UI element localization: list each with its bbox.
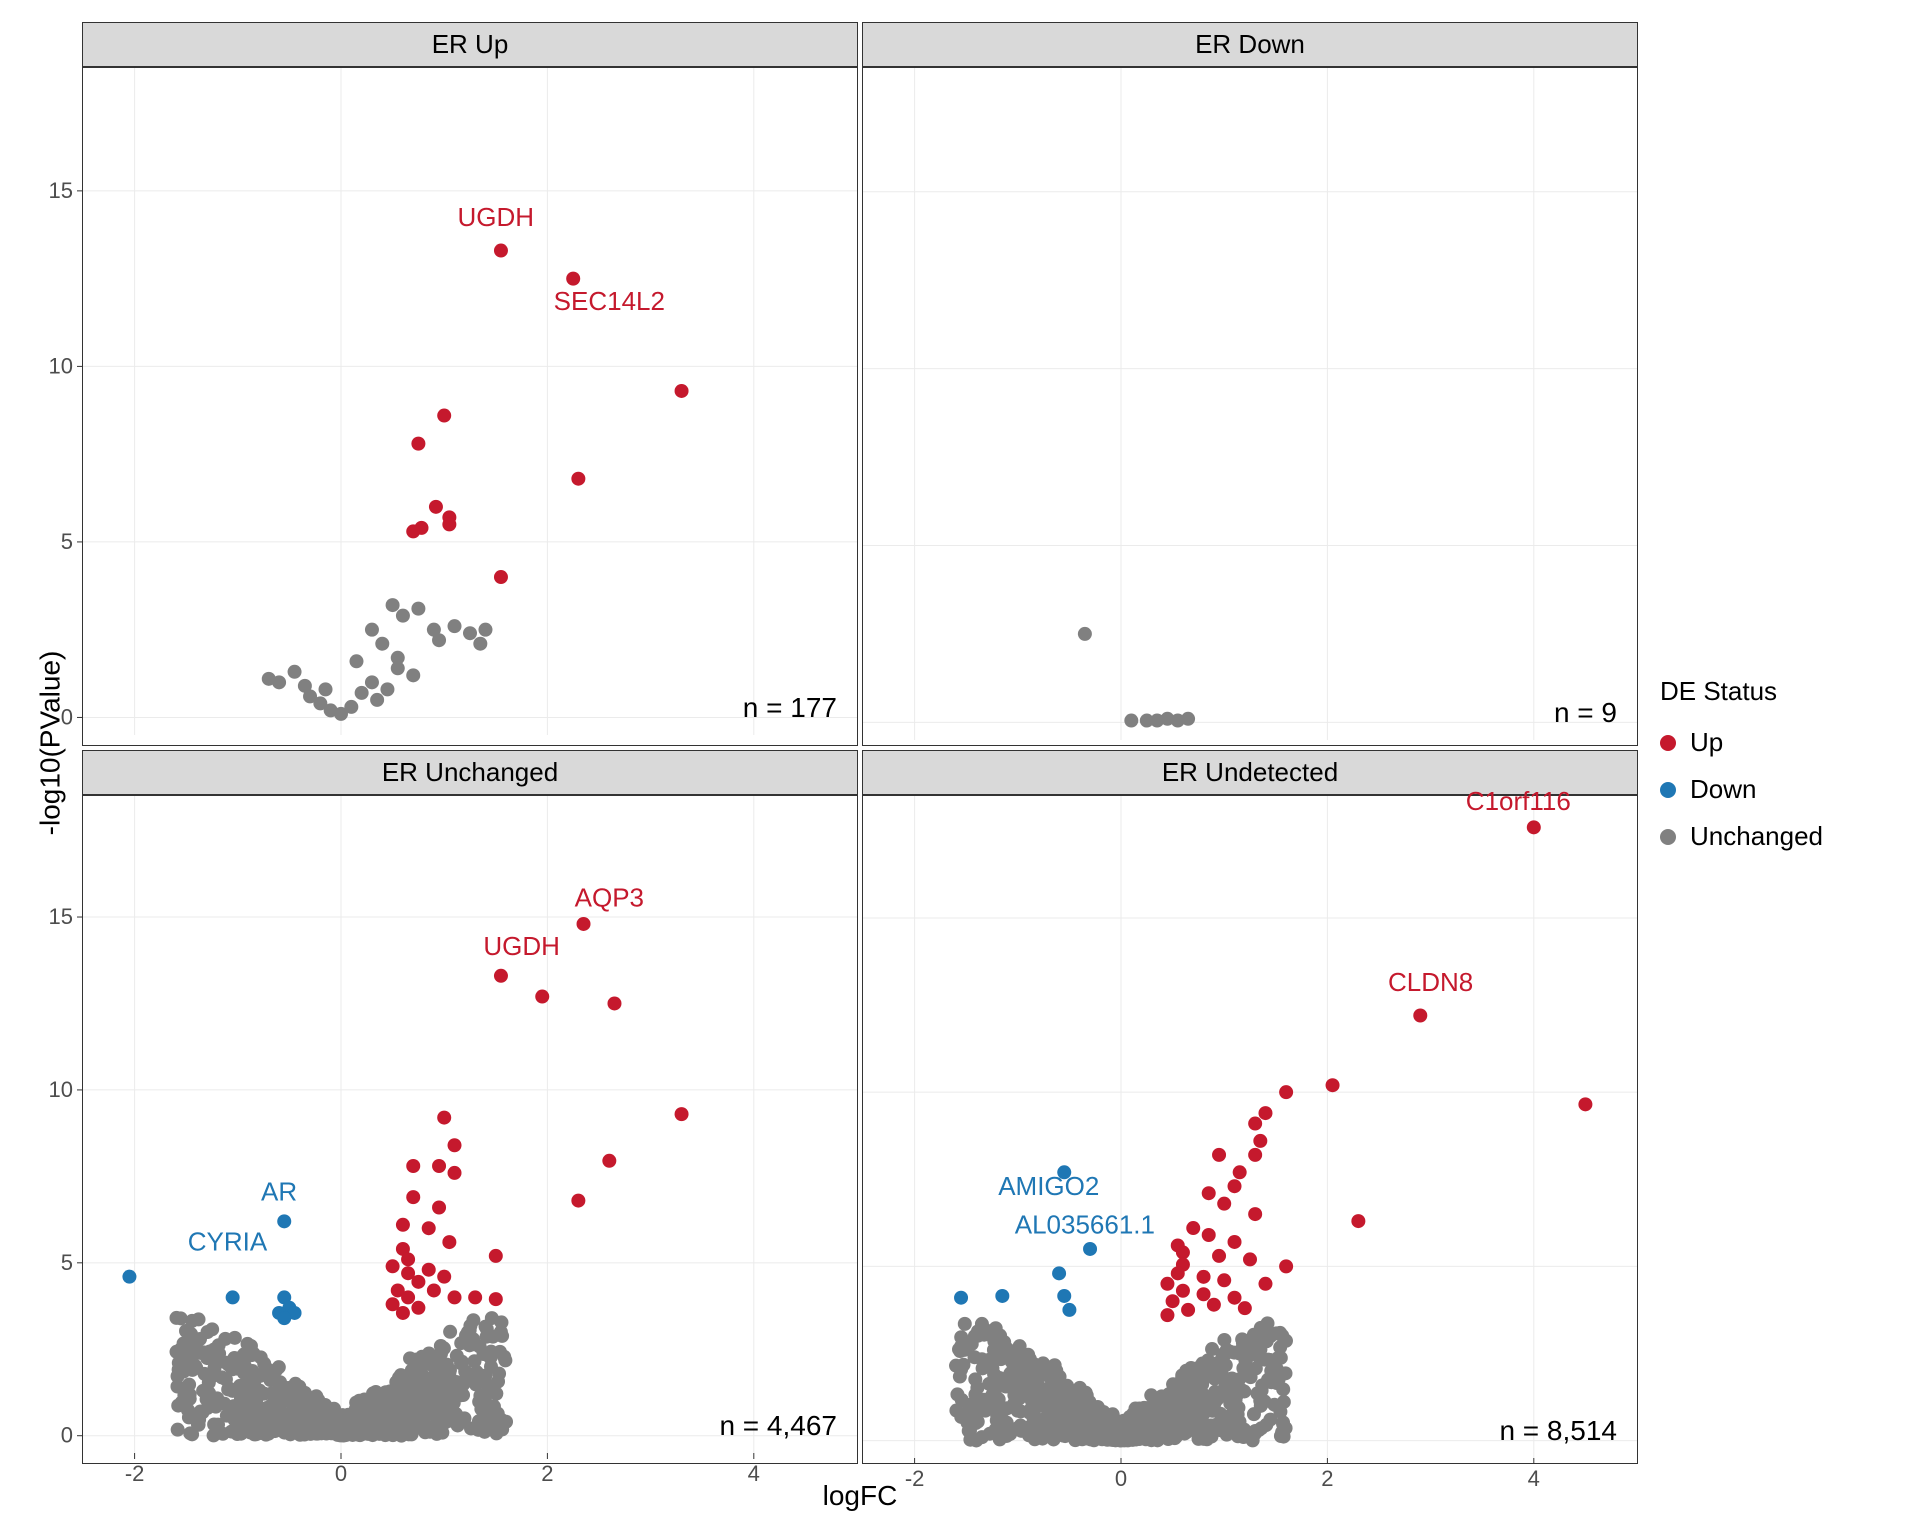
- x-axis-label: logFC: [80, 1466, 1640, 1526]
- svg-text:5: 5: [61, 529, 73, 554]
- svg-text:AR: AR: [261, 1177, 297, 1207]
- svg-text:4: 4: [748, 1461, 760, 1486]
- plot-grid: -log10(PValue) ER Up UGDHSEC14L2n = 1770…: [20, 20, 1640, 1516]
- svg-text:0: 0: [61, 704, 73, 729]
- svg-text:AMIGO2: AMIGO2: [998, 1171, 1099, 1201]
- svg-text:-2: -2: [125, 1461, 145, 1486]
- svg-text:AL035661.1: AL035661.1: [1015, 1209, 1155, 1239]
- svg-text:n = 9: n = 9: [1554, 697, 1617, 728]
- svg-text:0: 0: [1115, 1466, 1127, 1491]
- svg-text:2: 2: [1321, 1466, 1333, 1491]
- chart-er-unchanged: AQP3UGDHARCYRIAn = 4,467051015-2024: [82, 795, 858, 1464]
- strip-title: ER Up: [82, 22, 858, 67]
- chart-er-undetected: C1orf116CLDN8AMIGO2AL035661.1n = 8,514-2…: [862, 795, 1638, 1464]
- panel-er-up: ER Up UGDHSEC14L2n = 177051015: [80, 20, 860, 748]
- chart-er-up: UGDHSEC14L2n = 177051015: [82, 67, 858, 746]
- svg-text:2: 2: [541, 1461, 553, 1486]
- svg-text:UGDH: UGDH: [458, 202, 535, 232]
- svg-text:4: 4: [1528, 1466, 1540, 1491]
- volcano-facet-figure: -log10(PValue) ER Up UGDHSEC14L2n = 1770…: [20, 20, 1900, 1516]
- strip-title: ER Down: [862, 22, 1638, 67]
- svg-text:CYRIA: CYRIA: [188, 1227, 268, 1257]
- svg-text:10: 10: [49, 1077, 73, 1102]
- panel-er-down: ER Down n = 9: [860, 20, 1640, 748]
- svg-text:0: 0: [61, 1423, 73, 1448]
- svg-text:-2: -2: [905, 1466, 925, 1491]
- legend-item-unchanged: Unchanged: [1660, 821, 1880, 852]
- svg-text:UGDH: UGDH: [483, 931, 560, 961]
- strip-title: ER Unchanged: [82, 750, 858, 795]
- legend-label: Up: [1690, 727, 1723, 758]
- svg-text:15: 15: [49, 904, 73, 929]
- legend-title: DE Status: [1660, 676, 1880, 707]
- svg-text:AQP3: AQP3: [575, 883, 644, 913]
- legend-label: Unchanged: [1690, 821, 1823, 852]
- svg-text:n = 4,467: n = 4,467: [719, 1410, 837, 1441]
- panel-er-unchanged: ER Unchanged AQP3UGDHARCYRIAn = 4,467051…: [80, 748, 860, 1466]
- svg-text:0: 0: [335, 1461, 347, 1486]
- svg-text:CLDN8: CLDN8: [1388, 967, 1473, 997]
- chart-er-down: n = 9: [862, 67, 1638, 746]
- legend-swatch-down: [1660, 782, 1676, 798]
- svg-text:10: 10: [49, 353, 73, 378]
- legend-swatch-unchanged: [1660, 829, 1676, 845]
- legend: DE Status Up Down Unchanged: [1640, 676, 1880, 860]
- legend-item-up: Up: [1660, 727, 1880, 758]
- legend-label: Down: [1690, 774, 1756, 805]
- legend-item-down: Down: [1660, 774, 1880, 805]
- svg-text:15: 15: [49, 178, 73, 203]
- panel-er-undetected: ER Undetected C1orf116CLDN8AMIGO2AL03566…: [860, 748, 1640, 1466]
- svg-text:C1orf116: C1orf116: [1466, 786, 1571, 816]
- svg-text:n = 177: n = 177: [743, 692, 837, 723]
- svg-text:5: 5: [61, 1250, 73, 1275]
- svg-text:SEC14L2: SEC14L2: [554, 286, 665, 316]
- svg-text:n = 8,514: n = 8,514: [1499, 1415, 1617, 1446]
- legend-swatch-up: [1660, 735, 1676, 751]
